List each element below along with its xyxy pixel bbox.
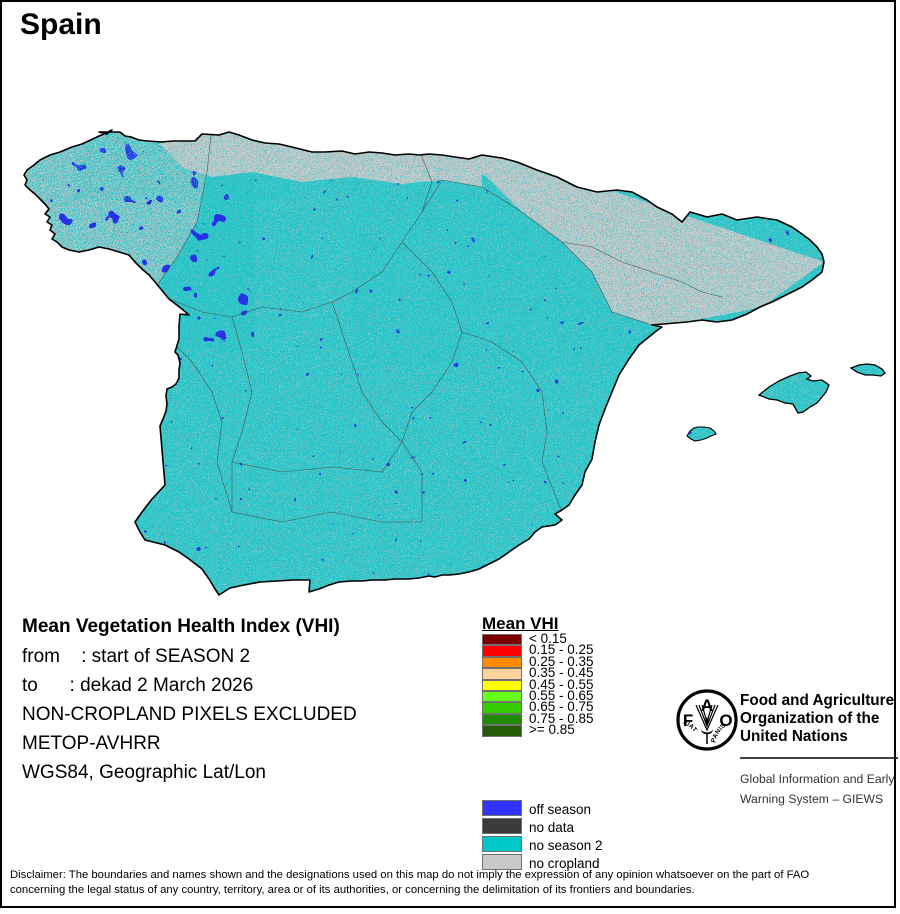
- svg-text:Food and Agriculture: Food and Agriculture: [740, 692, 894, 709]
- svg-text:United Nations: United Nations: [740, 728, 848, 745]
- svg-text:O: O: [719, 711, 732, 730]
- svg-text:FIAT: FIAT: [682, 719, 698, 734]
- svg-text:A: A: [701, 696, 713, 715]
- svg-text:F: F: [683, 711, 693, 730]
- svg-text:Warning System – GIEWS: Warning System – GIEWS: [740, 792, 883, 806]
- svg-text:Global Information and Early: Global Information and Early: [740, 772, 895, 786]
- svg-text:Organization of the: Organization of the: [740, 710, 879, 727]
- svg-text:PANIS: PANIS: [710, 722, 727, 744]
